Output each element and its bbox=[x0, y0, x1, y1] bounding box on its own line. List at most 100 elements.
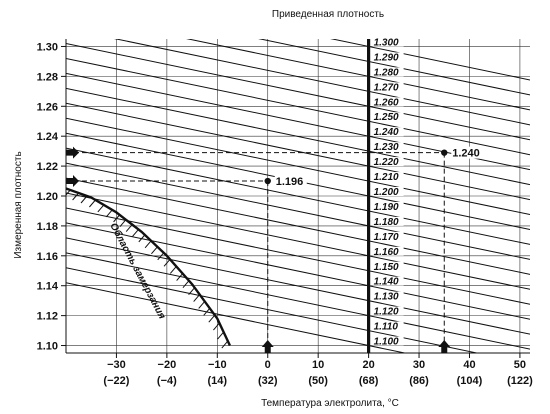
freezing-hatch-mark bbox=[176, 273, 184, 281]
density-label: 1.300 bbox=[374, 37, 399, 48]
x-tick-label-celsius: 30 bbox=[413, 359, 425, 371]
x-tick-label-fahrenheit: (32) bbox=[258, 375, 278, 387]
density-line bbox=[113, 39, 530, 126]
x-tick-label-celsius: 10 bbox=[312, 359, 324, 371]
x-tick-label-celsius: −30 bbox=[107, 359, 126, 371]
density-label-bg bbox=[372, 112, 404, 122]
arrows bbox=[66, 146, 451, 353]
x-tick-label-celsius: −10 bbox=[208, 359, 227, 371]
freezing-hatch-mark bbox=[157, 252, 165, 261]
density-label: 1.270 bbox=[374, 82, 399, 93]
density-label-bg bbox=[372, 52, 404, 62]
freezing-hatch-mark bbox=[97, 204, 105, 213]
freezing-hatch-mark bbox=[221, 340, 229, 349]
example-value-label: 1.196 bbox=[276, 176, 304, 188]
freezing-hatch-mark bbox=[72, 192, 79, 201]
density-label-bg bbox=[372, 187, 404, 196]
density-label: 1.170 bbox=[374, 232, 399, 243]
density-labels: 1.300 1.290 1.280 1.270 1.260 1.250 1.240 1.230… bbox=[372, 37, 404, 348]
density-label-bg bbox=[372, 97, 404, 107]
y-tick-label: 1.18 bbox=[37, 221, 58, 233]
density-label: 1.230 bbox=[374, 142, 399, 153]
examples: 1.196 1.240 bbox=[66, 146, 484, 353]
density-label-bg bbox=[372, 216, 404, 226]
density-label: 1.240 bbox=[374, 127, 399, 138]
density-line bbox=[66, 282, 408, 353]
freezing-hatch-mark bbox=[132, 229, 139, 237]
density-line bbox=[66, 57, 530, 156]
density-label-bg bbox=[372, 306, 404, 316]
density-label: 1.100 bbox=[374, 337, 399, 348]
freezing-hatch-mark bbox=[119, 219, 127, 228]
freezing-hatch-mark bbox=[198, 301, 206, 309]
temperature-arrow bbox=[438, 340, 451, 353]
density-line bbox=[66, 252, 530, 350]
y-tick-label: 1.24 bbox=[37, 131, 59, 143]
density-label-bg bbox=[372, 67, 404, 77]
example-value-label: 1.240 bbox=[452, 148, 480, 160]
example-point bbox=[264, 177, 271, 185]
x-tick-label-fahrenheit: (14) bbox=[208, 375, 228, 387]
freezing-hatch-mark bbox=[151, 246, 158, 255]
density-line bbox=[66, 102, 530, 201]
y-tick-label: 1.10 bbox=[37, 341, 58, 353]
y-axis-title: Измеренная плотность bbox=[13, 151, 24, 258]
density-label: 1.260 bbox=[374, 97, 399, 108]
density-label-bg bbox=[372, 201, 404, 211]
density-label-bg bbox=[372, 336, 404, 346]
density-label: 1.210 bbox=[374, 172, 399, 183]
example-label-bg bbox=[451, 146, 484, 159]
density-line bbox=[330, 39, 530, 81]
density-label: 1.160 bbox=[374, 247, 399, 258]
x-axis-title: Температура электролита, °С bbox=[261, 398, 399, 409]
density-line bbox=[66, 237, 530, 335]
axes: 1.10 1.12 1.14 1.16 1.18 1.20 1.22 1.24 1.26 1.28… bbox=[37, 39, 533, 387]
x-tick-label-celsius: 50 bbox=[514, 359, 526, 371]
freezing-hatch-mark bbox=[208, 314, 216, 323]
density-line bbox=[66, 267, 480, 353]
x-tick-label-fahrenheit: (−22) bbox=[103, 375, 129, 387]
density-line bbox=[186, 39, 530, 111]
example-point bbox=[441, 149, 448, 156]
y-tick-label: 1.12 bbox=[37, 311, 58, 323]
freezing-hatch-mark bbox=[169, 266, 177, 274]
x-tick-label-fahrenheit: (50) bbox=[308, 375, 328, 387]
x-tick-label-fahrenheit: (122) bbox=[507, 375, 533, 387]
y-tick-label: 1.20 bbox=[37, 191, 58, 203]
measured-density-arrow bbox=[66, 175, 79, 188]
density-label: 1.220 bbox=[374, 157, 399, 168]
density-lines bbox=[66, 39, 530, 353]
density-label: 1.130 bbox=[374, 292, 399, 303]
density-line bbox=[66, 207, 530, 305]
chart-title: Приведенная плотность bbox=[272, 9, 384, 20]
density-label-bg bbox=[372, 142, 404, 152]
y-tick-label: 1.16 bbox=[37, 251, 58, 263]
density-line bbox=[258, 39, 530, 96]
freezing-hatch-mark bbox=[89, 199, 96, 208]
freezing-hatch-mark bbox=[125, 224, 133, 232]
density-label-bg bbox=[372, 231, 404, 241]
density-label-bg bbox=[372, 276, 404, 286]
density-label-bg bbox=[372, 261, 404, 271]
y-tick-label: 1.28 bbox=[37, 71, 58, 83]
density-label: 1.290 bbox=[374, 52, 399, 63]
density-label: 1.280 bbox=[374, 67, 399, 78]
density-label-bg bbox=[372, 321, 404, 331]
x-tick-label-celsius: 0 bbox=[265, 359, 271, 371]
density-label-bg bbox=[372, 127, 404, 137]
density-label: 1.200 bbox=[374, 187, 399, 198]
density-line bbox=[66, 147, 530, 245]
density-label-bg bbox=[372, 82, 404, 92]
density-label: 1.190 bbox=[374, 202, 399, 213]
x-tick-label-fahrenheit: (104) bbox=[457, 375, 483, 387]
x-tick-label-fahrenheit: (−4) bbox=[157, 375, 177, 387]
y-tick-label: 1.26 bbox=[37, 101, 58, 113]
freezing-hatch-mark bbox=[105, 209, 113, 218]
density-label: 1.110 bbox=[374, 322, 399, 333]
density-line bbox=[66, 177, 530, 275]
x-tick-label-celsius: 40 bbox=[463, 359, 475, 371]
density-label: 1.250 bbox=[374, 112, 399, 123]
density-label-bg bbox=[372, 246, 404, 256]
x-tick-label-celsius: 20 bbox=[362, 359, 374, 371]
x-tick-label-fahrenheit: (68) bbox=[359, 375, 379, 387]
